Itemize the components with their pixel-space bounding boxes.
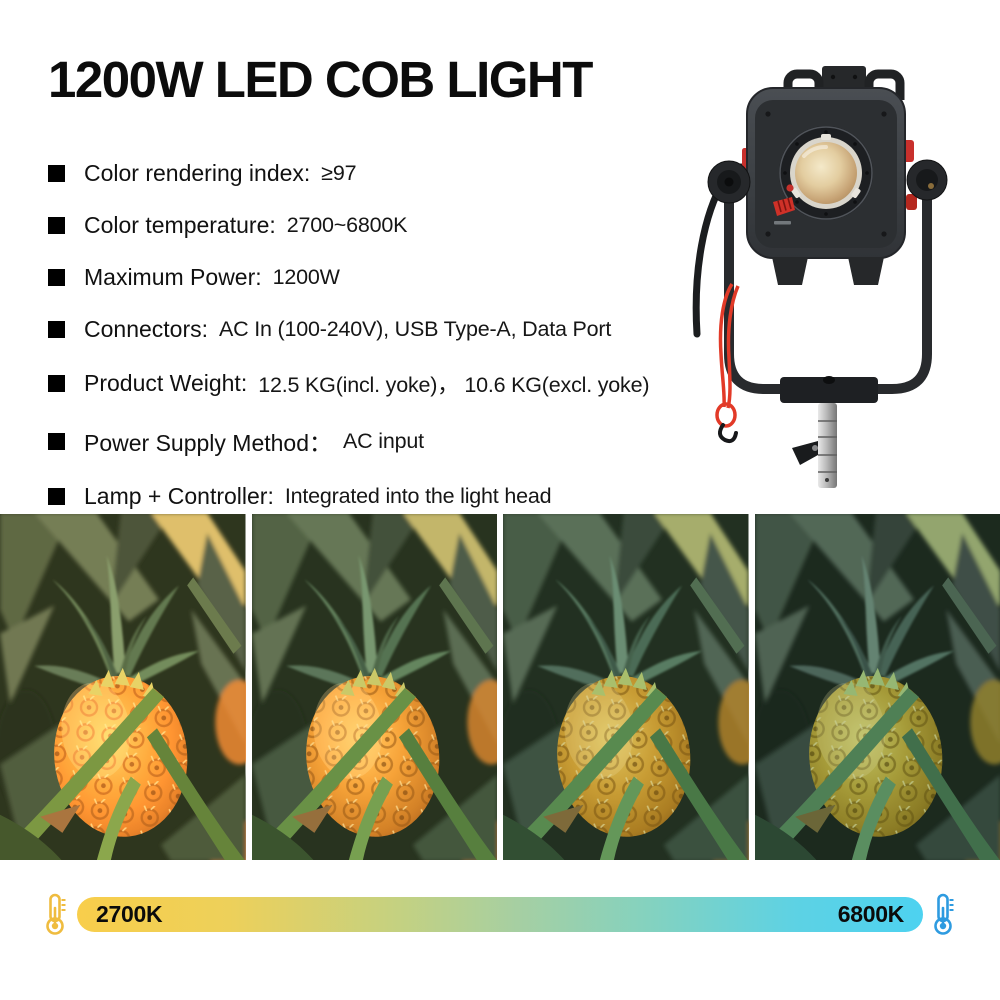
spec-value: 12.5 KG(incl. yoke)， 10.6 KG(excl. yoke) — [258, 373, 650, 397]
bullet-square-icon — [48, 432, 65, 450]
spec-value: 2700~6800K — [286, 213, 408, 237]
pineapple-photo-warm — [252, 514, 498, 860]
spec-value: ≥97 — [321, 161, 357, 185]
thermometer-cool-icon — [934, 893, 954, 935]
spec-value: 1200W — [272, 265, 340, 289]
spec-list: Color rendering index: ≥97 Color tempera… — [48, 160, 650, 510]
spec-value: AC input — [343, 428, 424, 453]
spec-row-cri: Color rendering index: ≥97 — [48, 160, 649, 187]
pineapple-photo-coolest — [755, 514, 1000, 860]
spec-label: Power Supply Method： — [84, 430, 333, 456]
thermometer-warm-icon — [46, 893, 66, 935]
spec-label: Lamp + Controller: — [84, 483, 274, 509]
spec-row-power-supply: Power Supply Method： AC input — [48, 424, 649, 458]
bullet-square-icon — [48, 269, 65, 286]
bullet-square-icon — [48, 321, 65, 338]
spec-value: Integrated into the light head — [284, 484, 552, 508]
bullet-square-icon — [48, 165, 65, 182]
bullet-square-icon — [48, 488, 65, 505]
spec-label: Connectors: — [84, 316, 209, 342]
spec-row-lamp-controller: Lamp + Controller: Integrated into the l… — [48, 483, 649, 510]
spec-row-product-weight: Product Weight: 12.5 KG(incl. yoke)， 10.… — [48, 368, 650, 399]
bullet-square-icon — [48, 217, 65, 234]
cool-temp-label: 6800K — [837, 900, 905, 927]
spec-label: Color temperature: — [84, 212, 276, 238]
color-temperature-photo-gallery — [0, 514, 1000, 860]
page-title: 1200W LED COB LIGHT — [48, 51, 593, 108]
spec-label: Product Weight: — [84, 370, 248, 396]
color-temperature-bar: 2700K 6800K — [44, 892, 956, 936]
spec-label: Color rendering index: — [84, 160, 311, 186]
spec-row-color-temperature: Color temperature: 2700~6800K — [48, 212, 649, 239]
temperature-gradient-bar: 2700K 6800K — [77, 896, 923, 932]
pineapple-photo-cool — [503, 514, 749, 860]
spec-row-max-power: Maximum Power: 1200W — [48, 264, 649, 291]
pineapple-photo-warmest — [0, 514, 246, 860]
bullet-square-icon — [48, 375, 65, 392]
product-image-led-cob-light — [688, 52, 1000, 497]
warm-temp-label: 2700K — [96, 900, 163, 927]
spec-row-connectors: Connectors: AC In (100-240V), USB Type-A… — [48, 316, 649, 343]
spec-label: Maximum Power: — [84, 264, 262, 290]
spec-value: AC In (100-240V), USB Type-A, Data Port — [219, 317, 612, 341]
